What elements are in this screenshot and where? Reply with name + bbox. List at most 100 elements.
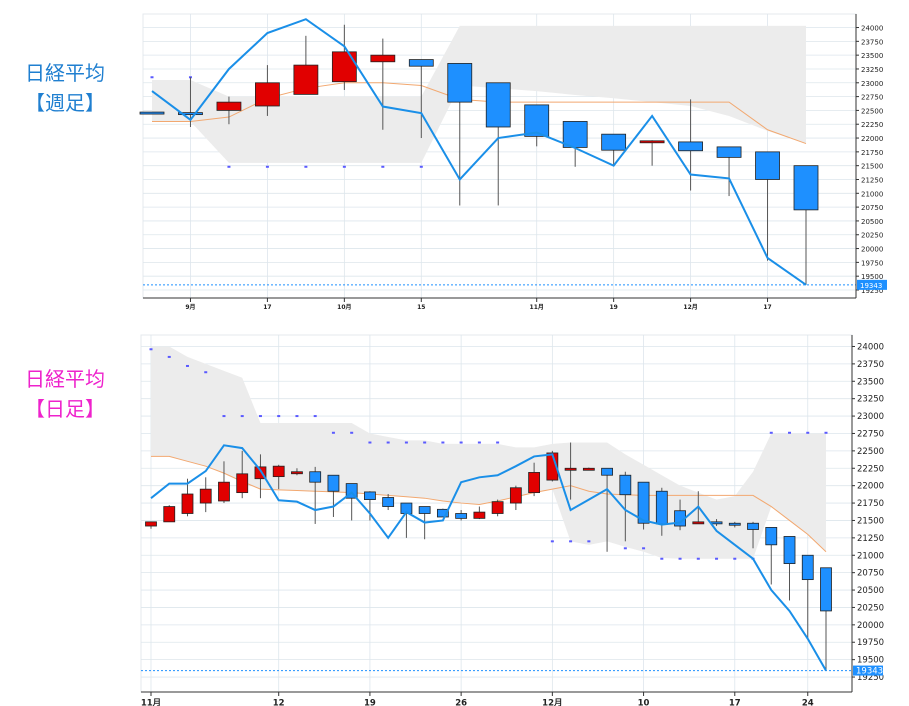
daily-candle-body	[327, 474, 340, 492]
weekly-y-tick-label: 22500	[861, 107, 883, 115]
weekly-chart-title: 日経平均 【週足】	[6, 58, 124, 118]
daily-signal-dot	[496, 441, 500, 444]
daily-signal-dot	[715, 557, 719, 560]
weekly-signal-dot	[419, 165, 423, 168]
daily-signal-dot	[423, 441, 427, 444]
weekly-y-tick-label: 19750	[861, 259, 883, 267]
weekly-y-tick-label: 20750	[861, 204, 883, 212]
daily-signal-dot	[368, 441, 372, 444]
daily-candle-body	[473, 511, 486, 519]
weekly-candle-body	[139, 111, 165, 115]
daily-y-tick-label: 22500	[857, 447, 884, 457]
daily-candle-body	[710, 521, 723, 525]
daily-signal-dot	[258, 415, 262, 418]
weekly-y-tick-label: 21750	[861, 149, 883, 157]
daily-candle-body	[309, 471, 322, 483]
daily-candle-body	[455, 513, 468, 519]
weekly-candle-body	[408, 59, 434, 67]
daily-y-tick-label: 19750	[857, 638, 884, 648]
daily-title-line1: 日経平均	[25, 367, 105, 391]
daily-chart-group: 24000 23750 23500 23250 23000 22750 22500 22250…	[140, 334, 884, 706]
daily-signal-dot	[788, 431, 792, 434]
daily-y-tick-label: 20250	[857, 603, 884, 613]
daily-candle-body	[163, 506, 176, 523]
weekly-y-tick-label: 23500	[861, 52, 883, 60]
daily-candle-body	[637, 481, 650, 524]
daily-signal-dot	[678, 557, 682, 560]
daily-y-tick-label: 22250	[857, 464, 884, 474]
daily-y-tick-label: 19250	[857, 673, 884, 683]
daily-candle-body	[692, 521, 705, 525]
daily-candle-body	[145, 521, 157, 527]
daily-candle-body	[619, 474, 632, 496]
weekly-candle-body	[331, 51, 357, 83]
daily-signal-dot	[313, 415, 317, 418]
daily-x-tick-label: 17	[729, 699, 741, 706]
daily-signal-dot	[240, 415, 244, 418]
daily-y-tick-label: 20500	[857, 586, 884, 596]
daily-y-tick-label: 20750	[857, 569, 884, 579]
daily-y-tick-label: 21000	[857, 551, 884, 561]
daily-ma-line	[150, 444, 827, 672]
daily-signal-dot	[204, 371, 208, 374]
daily-candle-body	[382, 497, 395, 507]
daily-y-tick-label: 21500	[857, 516, 884, 526]
weekly-signal-dot	[227, 165, 231, 168]
daily-candle-body	[546, 452, 559, 481]
weekly-candle-body	[524, 104, 550, 137]
daily-candle-body	[747, 522, 759, 530]
daily-signal-dot	[477, 441, 481, 444]
weekly-y-tick-label: 20250	[861, 232, 883, 240]
daily-signal-dot	[642, 547, 646, 550]
daily-x-tick-label: 12	[273, 699, 285, 706]
daily-y-tick-label: 23000	[857, 412, 884, 422]
weekly-signal-dot	[381, 165, 385, 168]
weekly-x-tick-label: 17	[263, 304, 271, 311]
weekly-candle-body	[178, 112, 203, 116]
weekly-x-tick-label: 15	[417, 304, 425, 311]
daily-last-price-badge	[853, 665, 883, 676]
weekly-x-tick-label: 9月	[185, 303, 195, 311]
daily-candle-body	[436, 508, 449, 518]
daily-signal-dot	[404, 441, 408, 444]
daily-signal-dot	[696, 557, 700, 560]
daily-y-tick-label: 21250	[857, 534, 884, 544]
weekly-y-tick-label: 22750	[861, 94, 883, 102]
daily-chart-title: 日経平均 【日足】	[6, 364, 124, 424]
weekly-candle-body	[293, 64, 319, 95]
daily-y-tick-label: 21750	[857, 499, 884, 509]
daily-candle-body	[364, 491, 376, 500]
daily-x-tick-label: 11月	[141, 699, 161, 706]
daily-candle-body	[345, 483, 358, 499]
weekly-candle-body	[716, 146, 742, 158]
daily-y-tick-label: 23500	[857, 377, 884, 387]
weekly-candle-body	[216, 101, 242, 111]
weekly-candle-body	[793, 165, 819, 211]
daily-candle-body	[601, 467, 613, 476]
weekly-signal-dot	[265, 165, 269, 168]
weekly-x-tick-label: 19	[609, 304, 617, 311]
daily-y-tick-label: 23250	[857, 395, 884, 405]
daily-y-tick-label: 20000	[857, 621, 884, 631]
daily-candle-body	[528, 472, 541, 494]
weekly-last-price-badge	[857, 279, 887, 290]
daily-signal-dot	[331, 431, 335, 434]
weekly-y-tick-label: 22000	[861, 135, 883, 143]
daily-signal-dot	[733, 557, 737, 560]
daily-candle-body	[199, 488, 212, 504]
daily-title-line2: 【日足】	[25, 397, 105, 421]
weekly-ma-line	[151, 18, 807, 286]
daily-envelope-line	[151, 455, 827, 553]
daily-signal-dot	[569, 540, 573, 543]
weekly-y-tick-label: 19500	[861, 273, 883, 281]
daily-y-tick-label: 24000	[857, 342, 884, 352]
weekly-y-tick-label: 23750	[861, 38, 883, 46]
weekly-candle-body	[755, 151, 780, 180]
weekly-candle-body	[255, 82, 280, 107]
daily-signal-dot	[623, 547, 627, 550]
weekly-y-tick-label: 20500	[861, 218, 883, 226]
weekly-cloud-area	[152, 25, 806, 163]
daily-candle-body	[272, 465, 285, 478]
daily-candle-body	[728, 522, 741, 526]
daily-candle-body	[582, 467, 595, 471]
